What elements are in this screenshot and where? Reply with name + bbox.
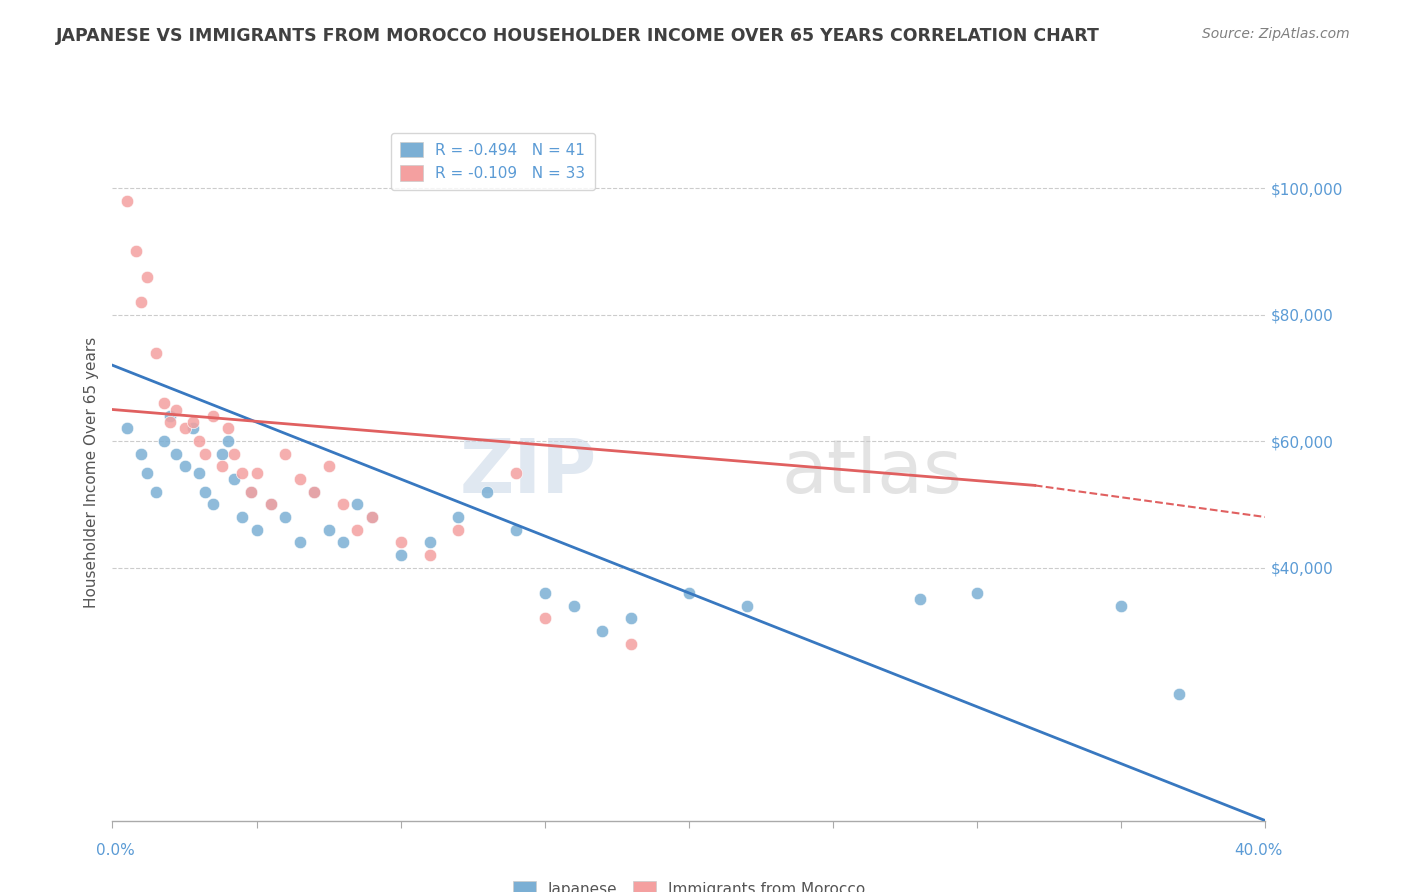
Point — [181, 421, 204, 435]
Point — [908, 592, 931, 607]
Point — [165, 402, 187, 417]
Point — [389, 548, 412, 562]
Point — [260, 497, 283, 511]
Point — [288, 535, 311, 549]
Point — [1111, 599, 1133, 613]
Point — [173, 421, 195, 435]
Point — [735, 599, 758, 613]
Point — [159, 415, 181, 429]
Point — [153, 396, 176, 410]
Point — [115, 194, 138, 208]
Point — [360, 510, 382, 524]
Point — [288, 472, 311, 486]
Point — [562, 599, 585, 613]
Point — [194, 447, 217, 461]
Point — [592, 624, 614, 638]
Point — [217, 434, 239, 449]
Point — [188, 466, 211, 480]
Legend: R = -0.494   N = 41, R = -0.109   N = 33: R = -0.494 N = 41, R = -0.109 N = 33 — [391, 133, 595, 191]
Point — [129, 447, 153, 461]
Point — [165, 447, 187, 461]
Point — [505, 466, 527, 480]
Point — [274, 510, 297, 524]
Point — [318, 459, 340, 474]
Point — [194, 484, 217, 499]
Point — [217, 421, 239, 435]
Point — [136, 269, 159, 284]
Text: atlas: atlas — [782, 436, 962, 509]
Point — [260, 497, 283, 511]
Point — [346, 497, 368, 511]
Point — [231, 510, 253, 524]
Point — [620, 636, 643, 650]
Point — [124, 244, 146, 259]
Text: JAPANESE VS IMMIGRANTS FROM MOROCCO HOUSEHOLDER INCOME OVER 65 YEARS CORRELATION: JAPANESE VS IMMIGRANTS FROM MOROCCO HOUS… — [56, 27, 1099, 45]
Point — [145, 345, 167, 359]
Point — [332, 535, 354, 549]
Point — [447, 523, 470, 537]
Point — [318, 523, 340, 537]
Point — [389, 535, 412, 549]
Point — [360, 510, 382, 524]
Point — [136, 466, 159, 480]
Y-axis label: Householder Income Over 65 years: Householder Income Over 65 years — [83, 337, 98, 608]
Point — [332, 497, 354, 511]
Text: Source: ZipAtlas.com: Source: ZipAtlas.com — [1202, 27, 1350, 41]
Point — [419, 548, 441, 562]
Point — [211, 459, 233, 474]
Point — [222, 472, 245, 486]
Point — [304, 484, 326, 499]
Point — [419, 535, 441, 549]
Point — [115, 421, 138, 435]
Point — [274, 447, 297, 461]
Text: 40.0%: 40.0% — [1234, 843, 1282, 858]
Point — [447, 510, 470, 524]
Point — [159, 409, 181, 423]
Point — [202, 497, 225, 511]
Point — [145, 484, 167, 499]
Point — [304, 484, 326, 499]
Point — [533, 586, 555, 600]
Text: ZIP: ZIP — [460, 436, 596, 509]
Point — [211, 447, 233, 461]
Point — [153, 434, 176, 449]
Point — [222, 447, 245, 461]
Point — [966, 586, 988, 600]
Point — [1167, 687, 1189, 701]
Point — [231, 466, 253, 480]
Point — [181, 415, 204, 429]
Point — [173, 459, 195, 474]
Text: 0.0%: 0.0% — [96, 843, 135, 858]
Point — [239, 484, 262, 499]
Point — [188, 434, 211, 449]
Point — [129, 295, 153, 310]
Point — [202, 409, 225, 423]
Point — [678, 586, 700, 600]
Point — [505, 523, 527, 537]
Point — [620, 611, 643, 625]
Point — [245, 466, 267, 480]
Point — [346, 523, 368, 537]
Point — [239, 484, 262, 499]
Point — [475, 484, 498, 499]
Point — [533, 611, 555, 625]
Point — [245, 523, 267, 537]
